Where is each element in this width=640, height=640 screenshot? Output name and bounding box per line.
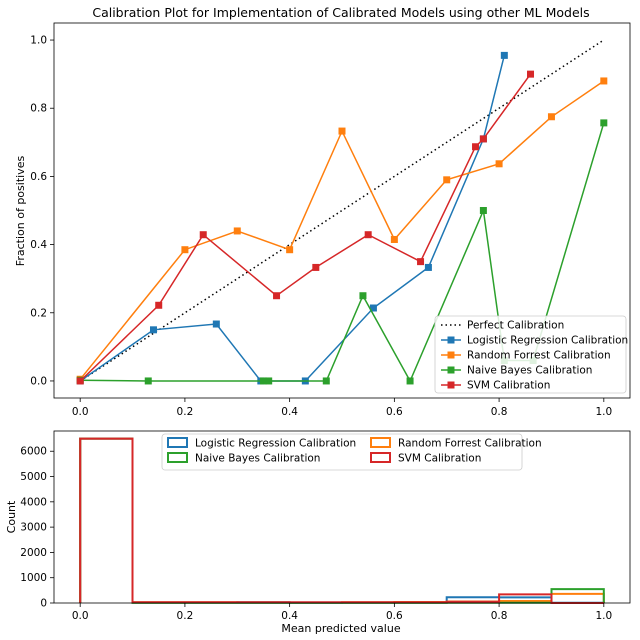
calibration-legend: Perfect Calibration Logistic Regression C… — [434, 315, 628, 394]
calibration-y-axis-label: Fraction of positives — [14, 156, 27, 267]
naive-bayes-calibration-point — [600, 119, 608, 127]
calibration-y-tick-label: 0.2 — [30, 307, 47, 319]
random-forrest-calibration-point — [443, 176, 451, 184]
naive-bayes-calibration-point — [322, 377, 330, 385]
calibration-y-tick-label: 0.4 — [30, 239, 47, 251]
histogram-y-tick-label: 2000 — [20, 547, 47, 559]
histogram-chart: 0.0 0.2 0.4 0.6 0.8 1.0 0 1000 2000 3000 4000 5000… — [5, 430, 631, 635]
random-forrest-calibration-point — [600, 77, 608, 85]
logistic-regression-calibration-legend-marker — [447, 336, 455, 344]
logistic-regression-calibration-point — [369, 304, 377, 312]
svm-calibration-point — [155, 301, 163, 309]
calibration-chart-title: Calibration Plot for Implementation of C… — [92, 5, 589, 20]
histogram-x-tick-label: 0.8 — [491, 610, 508, 622]
perfect-calibration-legend-label: Perfect Calibration — [467, 320, 564, 332]
logistic-regression-calibration-point — [212, 320, 220, 328]
naive-bayes-calibration-point — [406, 377, 414, 385]
random-forrest-calibration-point — [495, 160, 503, 168]
svm-calibration-histogram-legend-label: SVM Calibration — [398, 453, 481, 465]
svm-calibration-point — [527, 70, 535, 78]
naive-bayes-calibration-histogram-legend-swatch — [167, 452, 188, 463]
svm-calibration-histogram-step — [79, 437, 604, 604]
naive-bayes-calibration-point — [259, 377, 267, 385]
naive-bayes-calibration-point — [265, 377, 273, 385]
histogram-x-tick-label: 0.4 — [281, 610, 298, 622]
logistic-regression-calibration-legend-label: Logistic Regression Calibration — [467, 335, 628, 347]
histogram-plot-frame — [53, 430, 631, 604]
calibration-x-tick-label: 0.6 — [386, 406, 403, 418]
logistic-regression-calibration-histogram-legend-swatch — [167, 437, 188, 448]
naive-bayes-calibration-legend-marker — [447, 366, 455, 374]
logistic-regression-calibration-point — [149, 326, 157, 334]
random-forrest-calibration-legend-marker — [447, 351, 455, 359]
calibration-x-ticks: 0.0 0.2 0.4 0.6 0.8 1.0 — [72, 398, 612, 418]
calibration-plot-frame — [53, 22, 631, 399]
histogram-legend: Logistic Regression Calibration Random Fo… — [161, 433, 542, 471]
histogram-x-tick-label: 0.6 — [386, 610, 403, 622]
calibration-y-tick-label: 0.6 — [30, 171, 47, 183]
histogram-legend-box — [161, 433, 523, 471]
calibration-x-tick-label: 0.8 — [491, 406, 508, 418]
histogram-legend-entries: Logistic Regression Calibration Random Fo… — [167, 437, 542, 465]
svm-calibration-point — [76, 377, 84, 385]
calibration-legend-entries: Perfect Calibration Logistic Regression C… — [441, 320, 628, 392]
logistic-regression-calibration-point — [424, 263, 432, 271]
svm-calibration-histogram-legend-swatch — [370, 452, 391, 463]
svm-calibration-line — [79, 73, 532, 382]
svm-calibration-point — [479, 135, 487, 143]
random-forrest-calibration-point — [390, 235, 398, 243]
svm-calibration-point — [273, 292, 281, 300]
svm-calibration-legend-label: SVM Calibration — [467, 380, 550, 392]
calibration-chart: Calibration Plot for Implementation of C… — [14, 5, 631, 418]
histogram-y-tick-label: 5000 — [20, 471, 47, 483]
histogram-y-axis-label: Count — [5, 500, 18, 533]
svm-calibration-point — [472, 143, 480, 151]
histogram-x-tick-label: 0.0 — [72, 610, 89, 622]
logistic-regression-calibration-histogram-legend-label: Logistic Regression Calibration — [195, 438, 356, 450]
perfect-calibration-line — [79, 39, 605, 382]
logistic-regression-calibration-point — [500, 51, 508, 59]
calibration-x-tick-label: 0.4 — [281, 406, 298, 418]
random-forrest-calibration-point — [233, 227, 241, 235]
calibration-y-ticks: 0.0 0.2 0.4 0.6 0.8 1.0 — [30, 35, 54, 387]
naive-bayes-calibration-point — [479, 207, 487, 214]
histogram-y-ticks: 0 1000 2000 3000 4000 5000 6000 — [20, 446, 54, 610]
svm-calibration-point — [364, 231, 372, 239]
calibration-x-tick-label: 1.0 — [595, 406, 612, 418]
svm-calibration-point — [417, 258, 425, 266]
histogram-x-ticks: 0.0 0.2 0.4 0.6 0.8 1.0 — [72, 603, 612, 622]
calibration-legend-box — [434, 315, 627, 394]
histogram-y-tick-label: 0 — [40, 598, 47, 610]
histogram-y-tick-label: 3000 — [20, 522, 47, 534]
calibration-x-tick-label: 0.2 — [177, 406, 194, 418]
calibration-x-tick-label: 0.0 — [72, 406, 89, 418]
random-forrest-calibration-histogram-legend-label: Random Forrest Calibration — [398, 438, 542, 450]
histogram-y-tick-label: 1000 — [20, 572, 47, 584]
calibration-y-tick-label: 0.0 — [30, 375, 47, 387]
histogram-x-tick-label: 1.0 — [595, 610, 612, 622]
histogram-y-tick-label: 6000 — [20, 446, 47, 458]
random-forrest-calibration-point — [286, 246, 294, 254]
histogram-x-axis-label: Mean predicted value — [281, 622, 400, 635]
naive-bayes-calibration-point — [359, 292, 367, 300]
calibration-y-tick-label: 0.8 — [30, 103, 47, 115]
naive-bayes-calibration-legend-label: Naive Bayes Calibration — [467, 365, 592, 377]
random-forrest-calibration-point — [338, 127, 346, 135]
random-forrest-calibration-legend-label: Random Forrest Calibration — [467, 350, 611, 362]
histogram-y-tick-label: 4000 — [20, 496, 47, 508]
random-forrest-calibration-histogram-legend-swatch — [370, 437, 391, 448]
random-forrest-calibration-point — [181, 246, 189, 254]
random-forrest-calibration-point — [547, 113, 555, 121]
svm-calibration-point — [312, 263, 320, 271]
histogram-x-tick-label: 0.2 — [177, 610, 194, 622]
naive-bayes-calibration-point — [144, 377, 152, 385]
calibration-y-tick-label: 1.0 — [30, 35, 47, 47]
naive-bayes-calibration-histogram-legend-label: Naive Bayes Calibration — [195, 453, 320, 465]
svm-calibration-point — [199, 231, 207, 239]
svm-calibration-legend-marker — [447, 381, 455, 389]
